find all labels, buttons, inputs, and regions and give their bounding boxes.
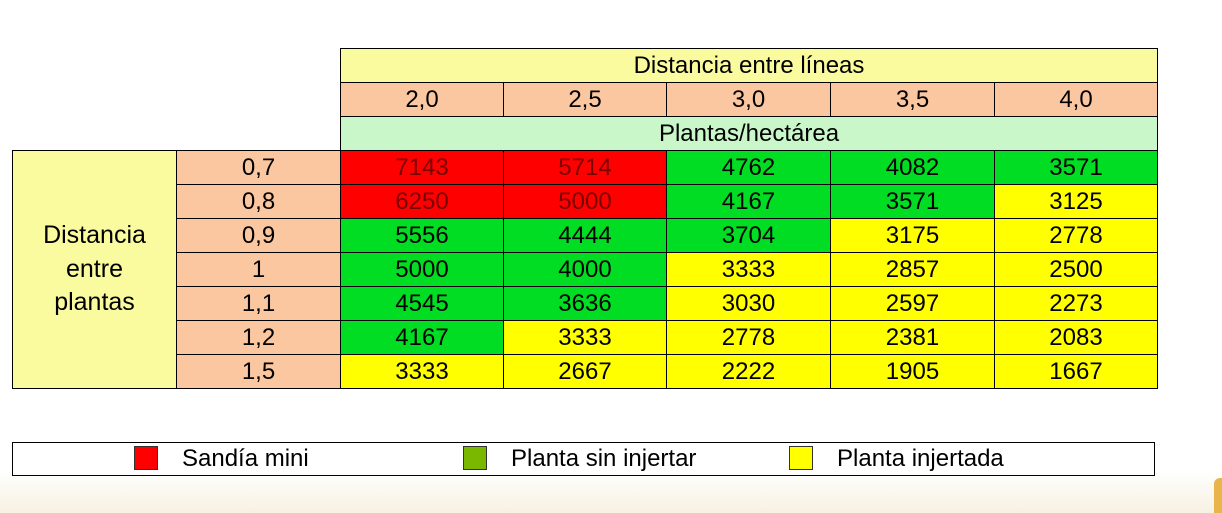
- table-cell: 3030: [666, 286, 831, 321]
- table-cell: 2857: [830, 252, 995, 287]
- column-header: 3,0: [666, 82, 831, 117]
- table-cell: 2778: [666, 320, 831, 355]
- table-row: 1,5 3333 2667 2222 1905 1667: [13, 354, 1158, 389]
- empty-corner: [13, 83, 341, 117]
- legend-label: Planta injertada: [837, 445, 1004, 472]
- table-cell: 3571: [994, 150, 1158, 185]
- row-header: 1,5: [176, 354, 341, 389]
- table-cell: 2222: [666, 354, 831, 389]
- legend-swatch-yellow: [789, 446, 813, 470]
- background-fade: [0, 470, 1222, 513]
- table-cell: 5000: [503, 184, 667, 219]
- row-group-label-line: Distancia: [43, 220, 146, 249]
- column-header: 3,5: [830, 82, 995, 117]
- table-cell: 3704: [666, 218, 831, 253]
- table-row: 0,9 5556 4444 3704 3175 2778: [13, 218, 1158, 253]
- row-header: 0,8: [176, 184, 341, 219]
- table-row: 1 5000 4000 3333 2857 2500: [13, 252, 1158, 287]
- table-cell: 4167: [666, 184, 831, 219]
- table-cell: 4444: [503, 218, 667, 253]
- table-cell: 7143: [340, 150, 504, 185]
- unit-subtitle: Plantas/hectárea: [340, 116, 1158, 151]
- corner-accent: [1214, 478, 1222, 513]
- row-group-label-line: plantas: [54, 288, 135, 317]
- column-header: 2,0: [340, 82, 504, 117]
- row-header: 1,2: [176, 320, 341, 355]
- table-cell: 6250: [340, 184, 504, 219]
- row-group-label-line: entre: [66, 254, 123, 283]
- row-header: 0,9: [176, 218, 341, 253]
- table-cell: 4000: [503, 252, 667, 287]
- legend-swatch-red: [134, 446, 158, 470]
- planting-density-table: Distancia entre líneas 2,0 2,5 3,0 3,5 4…: [12, 48, 1158, 389]
- table-row: Distancia entre plantas 0,7 7143 5714 4762 4082…: [12, 150, 1158, 389]
- table-row: 0,8 6250 5000 4167 3571 3125: [13, 184, 1158, 219]
- column-header: 2,5: [503, 82, 667, 117]
- row-header: 1: [176, 252, 341, 287]
- table-cell: 2667: [503, 354, 667, 389]
- table-cell: 2381: [830, 320, 995, 355]
- table-cell: 4082: [830, 150, 995, 185]
- table-cell: 2083: [994, 320, 1158, 355]
- table-cell: 2597: [830, 286, 995, 321]
- table-cell: 3333: [503, 320, 667, 355]
- table-cell: 3175: [830, 218, 995, 253]
- table-cell: 5000: [340, 252, 504, 287]
- empty-corner: [13, 117, 341, 151]
- table-cell: 2500: [994, 252, 1158, 287]
- table-cell: 5556: [340, 218, 504, 253]
- row-header: 1,1: [176, 286, 341, 321]
- table-cell: 3636: [503, 286, 667, 321]
- table-cell: 4545: [340, 286, 504, 321]
- legend-swatch-green: [463, 446, 487, 470]
- row-header: 0,7: [176, 150, 341, 185]
- table-cell: 4762: [666, 150, 831, 185]
- table-cell: 3333: [666, 252, 831, 287]
- empty-corner: [13, 49, 341, 83]
- column-group-title: Distancia entre líneas: [340, 48, 1158, 83]
- table-row: 1,2 4167 3333 2778 2381 2083: [13, 320, 1158, 355]
- row-group-label: Distancia entre plantas: [12, 150, 177, 389]
- legend-label: Planta sin injertar: [511, 445, 697, 472]
- table-cell: 1905: [830, 354, 995, 389]
- legend-label: Sandía mini: [182, 445, 309, 472]
- column-header: 4,0: [994, 82, 1158, 117]
- table-cell: 3125: [994, 184, 1158, 219]
- table-cell: 1667: [994, 354, 1158, 389]
- table-cell: 3333: [340, 354, 504, 389]
- table-cell: 5714: [503, 150, 667, 185]
- table-cell: 2778: [994, 218, 1158, 253]
- table-cell: 2273: [994, 286, 1158, 321]
- table-row: 1,1 4545 3636 3030 2597 2273: [13, 286, 1158, 321]
- table-cell: 4167: [340, 320, 504, 355]
- legend: Sandía mini Planta sin injertar Planta i…: [12, 442, 1155, 476]
- table-cell: 3571: [830, 184, 995, 219]
